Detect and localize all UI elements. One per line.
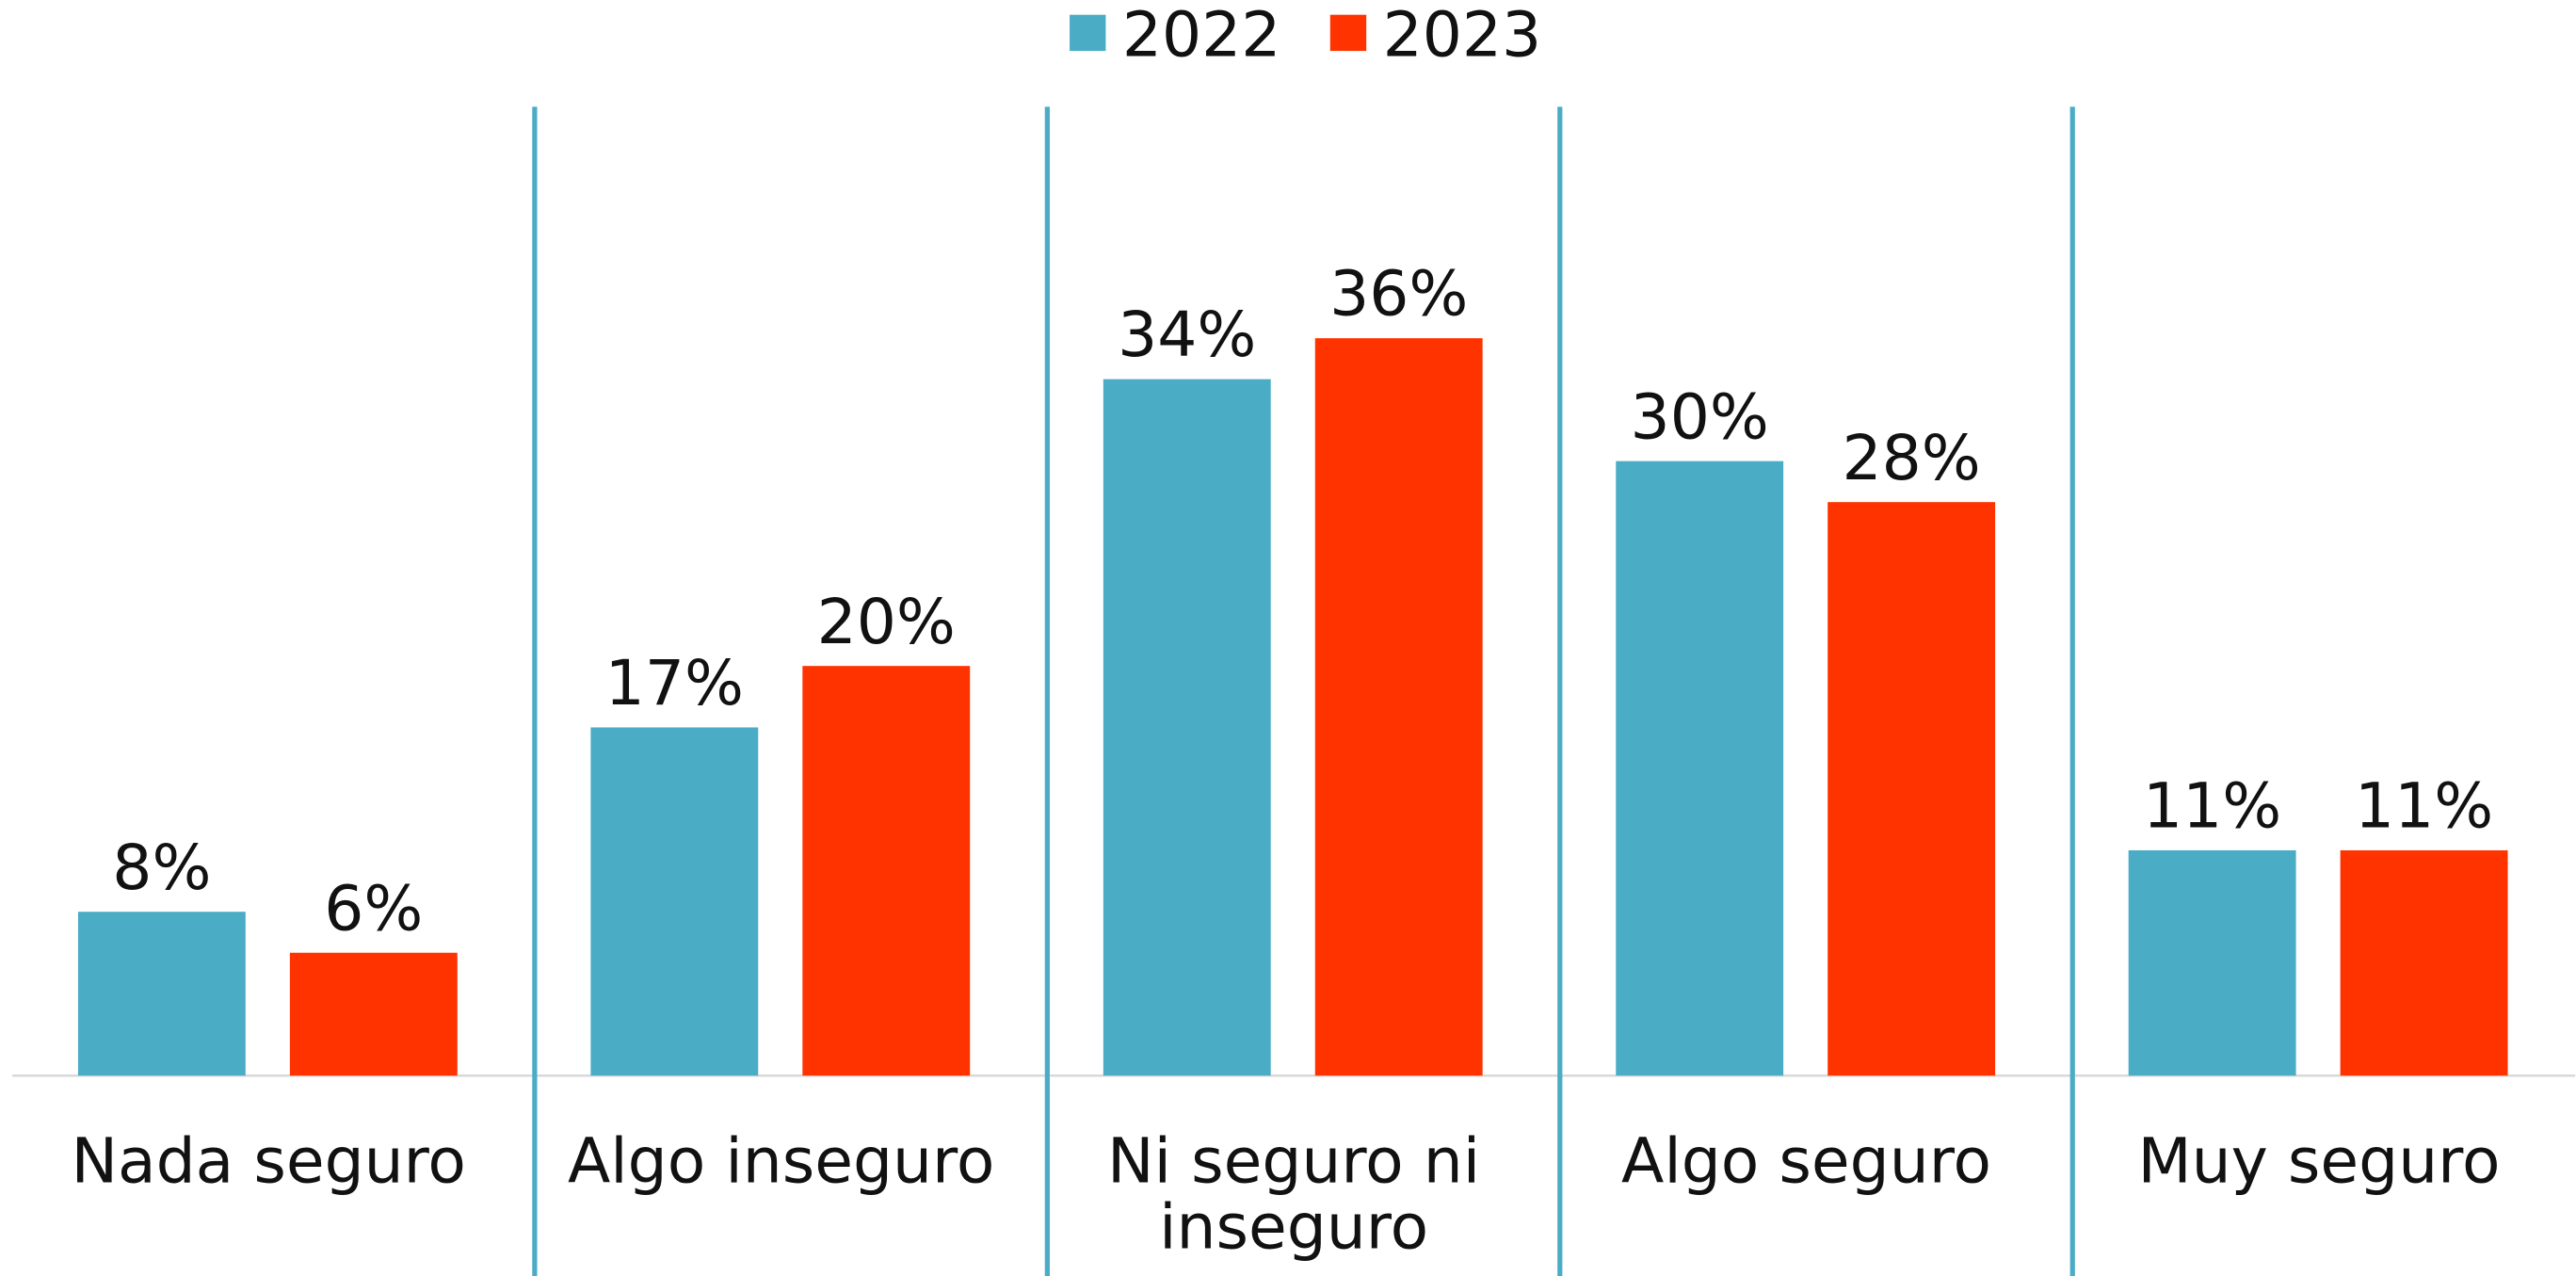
x-tick-label: Muy seguro <box>2137 1124 2500 1198</box>
bar <box>2128 849 2296 1076</box>
bar <box>802 666 971 1076</box>
data-label: 36% <box>1329 257 1468 331</box>
data-label: 8% <box>112 831 211 904</box>
data-label: 17% <box>605 646 744 719</box>
x-tick-label: Algo seguro <box>1621 1124 1991 1198</box>
bar <box>1827 502 1996 1076</box>
bar <box>590 727 759 1076</box>
bar <box>289 952 458 1076</box>
data-label: 11% <box>2355 769 2493 843</box>
bar <box>1103 379 1271 1076</box>
data-label: 6% <box>324 871 423 945</box>
legend-swatch <box>1329 14 1367 52</box>
legend-swatch <box>1070 14 1106 52</box>
data-label: 30% <box>1631 380 1769 453</box>
label-line: inseguro <box>1159 1189 1428 1263</box>
legend: 2022 2023 <box>1070 0 1541 71</box>
x-tick-label: Algo inseguro <box>568 1124 994 1198</box>
bar <box>1616 460 1784 1076</box>
data-label: 20% <box>817 585 956 658</box>
legend-label: 2023 <box>1383 0 1542 71</box>
x-tick-label: Ni seguro ni inseguro <box>1107 1124 1480 1264</box>
bar <box>1314 338 1483 1076</box>
data-label: 28% <box>1843 421 1981 494</box>
label-line: Ni seguro ni <box>1107 1124 1480 1198</box>
bar <box>2340 849 2508 1076</box>
data-label: 34% <box>1118 298 1256 371</box>
x-tick-label: Nada seguro <box>71 1124 466 1198</box>
bar <box>77 912 246 1076</box>
data-label: 11% <box>2143 769 2281 843</box>
legend-label: 2022 <box>1122 0 1281 71</box>
